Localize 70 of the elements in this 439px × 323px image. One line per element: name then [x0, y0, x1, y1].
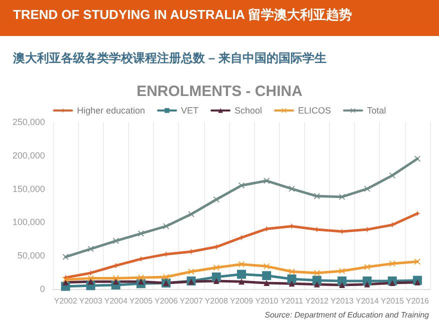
- point: [62, 254, 69, 260]
- point: [188, 211, 194, 218]
- x-tick-label: Y2016: [406, 296, 430, 306]
- point: [264, 178, 270, 184]
- x-tick-label: Y2002: [54, 296, 78, 306]
- point: [213, 264, 220, 271]
- point: [314, 281, 320, 288]
- y-tick-label: 50,000: [17, 250, 45, 261]
- y-tick-label: 250,000: [12, 117, 45, 127]
- point: [389, 260, 396, 267]
- point: [138, 230, 144, 237]
- legend-label: Total: [367, 106, 386, 116]
- x-tick-label: Y2005: [129, 296, 154, 306]
- x-tick-label: Y2007: [180, 296, 204, 306]
- point: [213, 278, 220, 284]
- y-tick-label: 100,000: [12, 217, 45, 228]
- x-tick-label: Y2011: [280, 296, 304, 306]
- x-tick-label: Y2008: [204, 296, 228, 306]
- point: [314, 193, 320, 200]
- x-tick-label: Y2004: [104, 296, 128, 306]
- point: [389, 280, 396, 286]
- legend-label: Higher education: [76, 106, 145, 116]
- x-tick-label: Y2009: [230, 296, 254, 306]
- source-note: Source: Department of Education and Training: [264, 310, 430, 320]
- y-tick-label: 150,000: [12, 184, 45, 194]
- x-tick-label: Y2014: [356, 296, 380, 306]
- point: [312, 276, 322, 285]
- point: [238, 182, 244, 188]
- point: [112, 275, 119, 282]
- point: [212, 272, 221, 282]
- point: [287, 274, 296, 284]
- legend-label: School: [234, 106, 262, 116]
- y-tick-label: 200,000: [12, 150, 45, 160]
- x-tick-label: Y2015: [380, 296, 404, 306]
- point: [112, 278, 119, 285]
- line-series: [62, 156, 420, 260]
- x-tick-label: Y2013: [330, 296, 354, 306]
- point: [414, 258, 420, 265]
- point: [314, 270, 320, 276]
- point: [364, 281, 370, 288]
- x-tick-label: Y2003: [79, 296, 103, 306]
- x-tick-label: Y2006: [154, 296, 178, 306]
- legend-label: VET: [181, 106, 200, 116]
- x-tick-label: Y2012: [305, 296, 330, 306]
- point: [288, 280, 295, 287]
- legend-label: ELICOS: [298, 106, 332, 116]
- chart-subtitle: 澳大利亚各级各类学校课程注册总数 – 来自中国的国际学生: [12, 50, 328, 67]
- point: [238, 234, 244, 241]
- point: [237, 270, 246, 279]
- point: [339, 282, 346, 288]
- point: [238, 278, 244, 285]
- point: [264, 280, 270, 286]
- point: [88, 275, 94, 282]
- point: [338, 276, 347, 286]
- point: [88, 278, 94, 285]
- point: [339, 268, 346, 274]
- text: ENROLMENTS - CHINA: [136, 83, 303, 100]
- point: [414, 210, 420, 217]
- point: [188, 278, 194, 285]
- point: [264, 263, 270, 270]
- point: [112, 238, 119, 244]
- point: [364, 186, 370, 192]
- x-tick-label: Y2010: [255, 296, 279, 306]
- point: [138, 278, 144, 285]
- y-tick-label: 0: [40, 284, 45, 294]
- point: [288, 186, 295, 192]
- point: [262, 271, 272, 280]
- chart-title: TREND OF STUDYING IN AUSTRALIA 留学澳大利亚趋势: [0, 0, 439, 36]
- point: [163, 274, 170, 280]
- point: [414, 279, 420, 286]
